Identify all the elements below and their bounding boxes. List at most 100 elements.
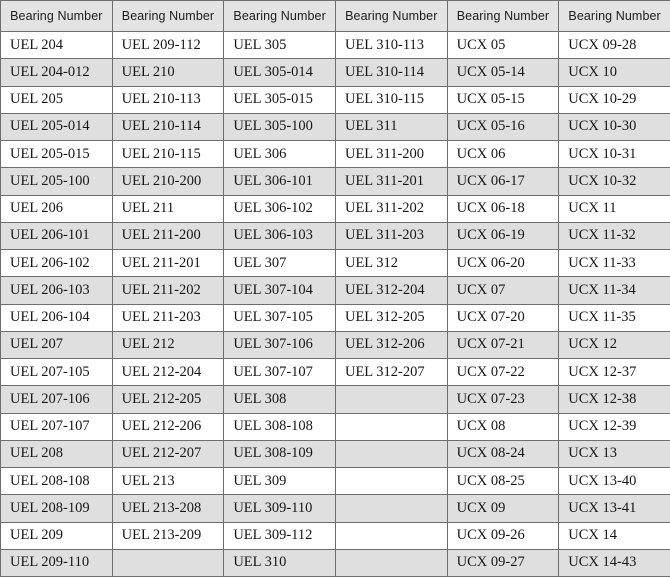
table-cell: UCX 12-38 (559, 386, 670, 413)
table-cell: UEL 306 (224, 141, 336, 168)
table-cell: UCX 10-32 (559, 168, 670, 195)
table-cell: UEL 206 (1, 195, 113, 222)
table-cell: UEL 204 (1, 32, 113, 59)
table-cell: UEL 211-200 (112, 222, 224, 249)
table-cell (335, 440, 447, 467)
table-cell: UCX 05-16 (447, 113, 559, 140)
table-header-row: Bearing Number Bearing Number Bearing Nu… (1, 1, 670, 32)
table-cell: UEL 213 (112, 468, 224, 495)
table-cell (335, 386, 447, 413)
table-cell: UEL 206-103 (1, 277, 113, 304)
table-cell: UEL 308-109 (224, 440, 336, 467)
table-cell: UEL 309 (224, 468, 336, 495)
table-cell (335, 413, 447, 440)
table-cell: UEL 210-115 (112, 141, 224, 168)
table-cell: UCX 11-34 (559, 277, 670, 304)
table-cell: UCX 12-37 (559, 359, 670, 386)
table-cell: UCX 10-29 (559, 86, 670, 113)
table-cell: UEL 305 (224, 32, 336, 59)
table-cell: UEL 212-204 (112, 359, 224, 386)
table-cell: UEL 212-206 (112, 413, 224, 440)
table-cell: UCX 10-30 (559, 113, 670, 140)
column-header-2: Bearing Number (112, 1, 224, 32)
table-cell: UEL 312-204 (335, 277, 447, 304)
table-cell: UEL 204-012 (1, 59, 113, 86)
table-cell: UCX 07-23 (447, 386, 559, 413)
table-cell: UEL 211-203 (112, 304, 224, 331)
table-cell: UCX 05 (447, 32, 559, 59)
table-cell: UCX 06-20 (447, 250, 559, 277)
table-cell: UEL 213-209 (112, 522, 224, 549)
table-cell (335, 549, 447, 576)
table-cell: UCX 08 (447, 413, 559, 440)
table-cell: UEL 306-101 (224, 168, 336, 195)
table-cell: UEL 211-201 (112, 250, 224, 277)
table-cell: UCX 06 (447, 141, 559, 168)
table-cell: UEL 211-202 (112, 277, 224, 304)
table-cell: UEL 305-014 (224, 59, 336, 86)
table-cell (335, 495, 447, 522)
table-cell: UCX 11-33 (559, 250, 670, 277)
table-cell: UCX 09-28 (559, 32, 670, 59)
table-cell: UEL 312-207 (335, 359, 447, 386)
table-header: Bearing Number Bearing Number Bearing Nu… (1, 1, 670, 32)
table-cell: UEL 308-108 (224, 413, 336, 440)
column-header-4: Bearing Number (335, 1, 447, 32)
table-cell: UEL 213-208 (112, 495, 224, 522)
column-header-6: Bearing Number (559, 1, 670, 32)
table-cell: UEL 205-015 (1, 141, 113, 168)
table-cell: UEL 206-104 (1, 304, 113, 331)
table-cell: UEL 307-106 (224, 331, 336, 358)
table-cell: UEL 209-112 (112, 32, 224, 59)
table-cell: UCX 06-18 (447, 195, 559, 222)
table-cell: UEL 312-205 (335, 304, 447, 331)
table-cell: UCX 13-41 (559, 495, 670, 522)
column-header-5: Bearing Number (447, 1, 559, 32)
table-cell: UEL 311-200 (335, 141, 447, 168)
table-cell: UCX 09-26 (447, 522, 559, 549)
table-cell: UCX 05-14 (447, 59, 559, 86)
table-cell: UEL 310-113 (335, 32, 447, 59)
table-cell: UCX 07-21 (447, 331, 559, 358)
table-cell (335, 522, 447, 549)
table-cell: UEL 210-200 (112, 168, 224, 195)
table-cell: UCX 14 (559, 522, 670, 549)
table-cell: UEL 212-207 (112, 440, 224, 467)
table-cell: UCX 11-32 (559, 222, 670, 249)
table-cell: UEL 207 (1, 331, 113, 358)
table-cell (335, 468, 447, 495)
table-cell: UCX 06-19 (447, 222, 559, 249)
table-cell: UEL 208-109 (1, 495, 113, 522)
table-cell: UCX 10 (559, 59, 670, 86)
table-cell: UEL 307-107 (224, 359, 336, 386)
table-cell: UEL 311-203 (335, 222, 447, 249)
table-cell: UEL 211 (112, 195, 224, 222)
table-cell: UEL 310-114 (335, 59, 447, 86)
column-header-3: Bearing Number (224, 1, 336, 32)
table-cell: UEL 212-205 (112, 386, 224, 413)
table-cell: UEL 207-106 (1, 386, 113, 413)
table-cell: UCX 05-15 (447, 86, 559, 113)
table-cell: UCX 10-31 (559, 141, 670, 168)
table-cell: UEL 306-102 (224, 195, 336, 222)
table-cell: UEL 210 (112, 59, 224, 86)
table-cell: UEL 206-101 (1, 222, 113, 249)
